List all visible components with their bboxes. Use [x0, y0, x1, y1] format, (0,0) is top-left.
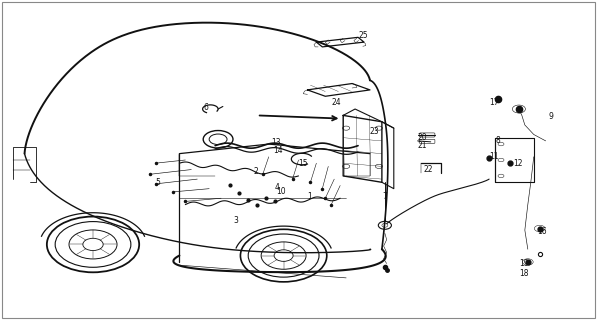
Text: 14: 14 — [273, 146, 283, 155]
Text: 17: 17 — [489, 98, 498, 107]
Text: 2: 2 — [254, 167, 259, 176]
Text: 25: 25 — [358, 31, 368, 40]
Text: 10: 10 — [276, 188, 285, 196]
Text: 4: 4 — [275, 183, 279, 192]
Text: 13: 13 — [272, 138, 281, 147]
Text: 24: 24 — [331, 98, 341, 107]
Text: 15: 15 — [298, 159, 308, 168]
Text: 22: 22 — [424, 165, 433, 174]
Text: 19: 19 — [519, 259, 528, 268]
Text: 5: 5 — [156, 178, 161, 187]
Text: 12: 12 — [513, 159, 522, 168]
Text: 1: 1 — [307, 192, 312, 201]
Text: 20: 20 — [418, 133, 427, 142]
Text: 21: 21 — [418, 141, 427, 150]
Text: 18: 18 — [519, 268, 528, 278]
Text: 8: 8 — [495, 136, 500, 145]
Text: 11: 11 — [489, 152, 498, 161]
Text: 7: 7 — [382, 192, 387, 201]
Text: 23: 23 — [370, 127, 380, 136]
Text: 16: 16 — [537, 227, 546, 236]
Text: 6: 6 — [203, 103, 208, 112]
Text: 3: 3 — [233, 216, 238, 225]
Text: 9: 9 — [549, 113, 553, 122]
